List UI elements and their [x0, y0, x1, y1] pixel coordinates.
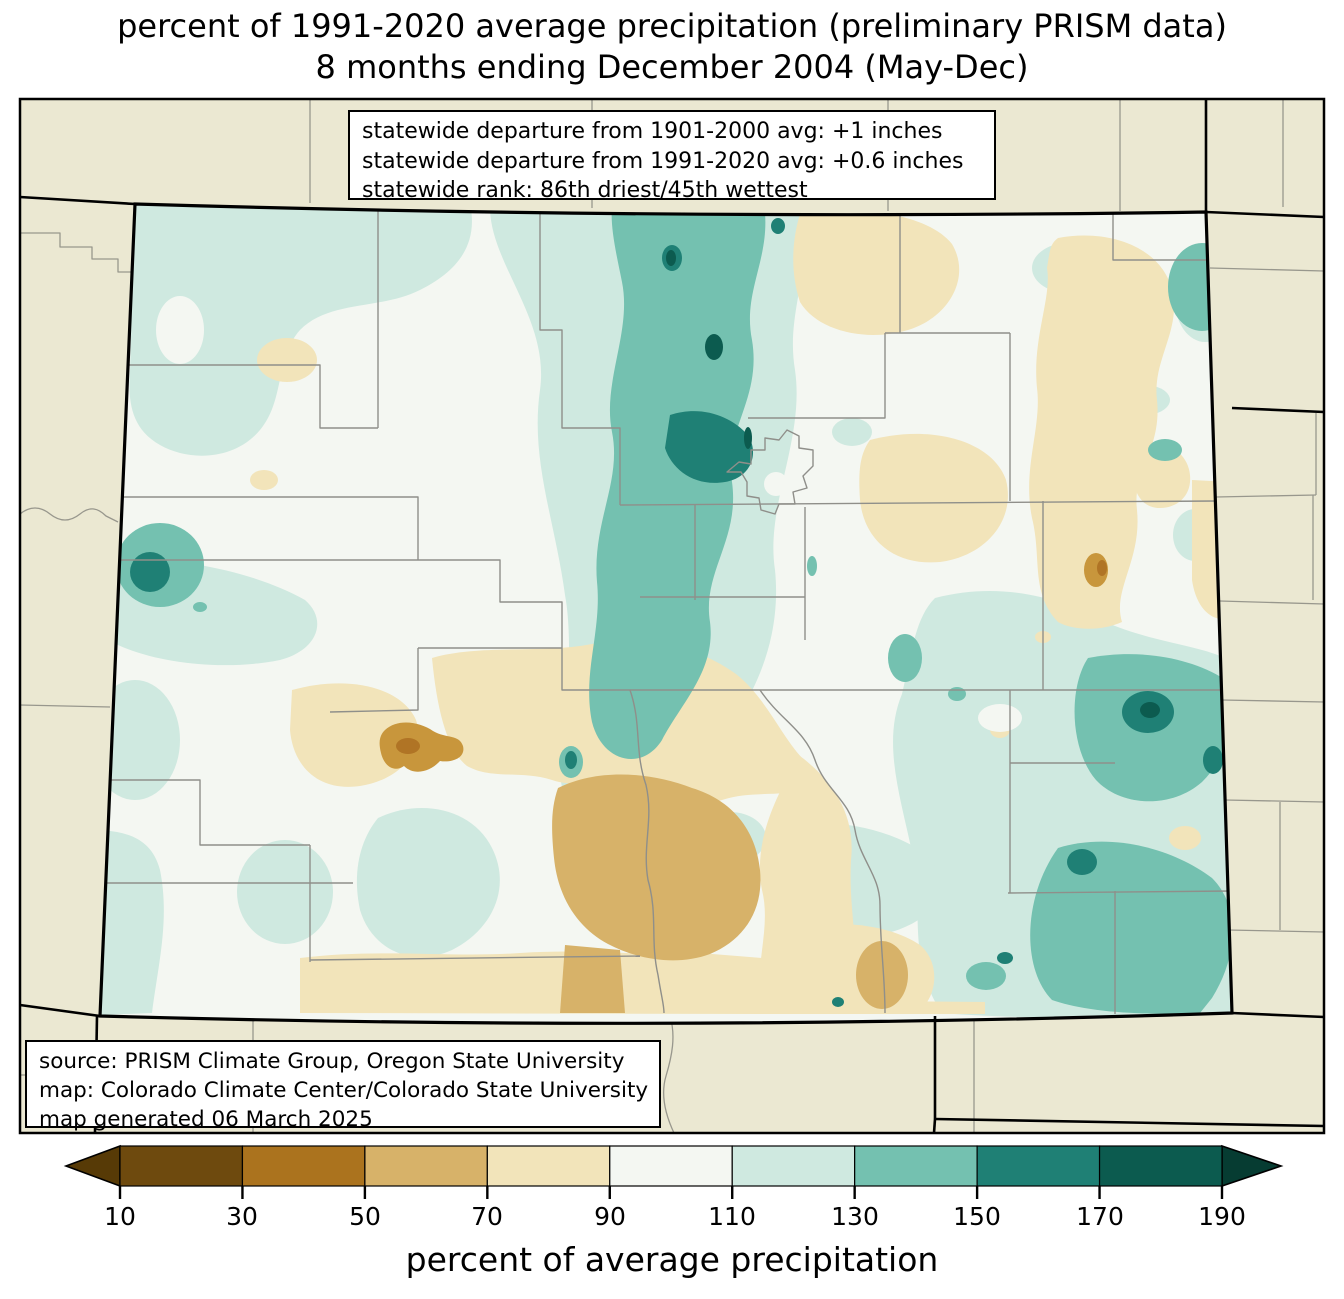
colorbar-ticks [118, 1186, 1224, 1199]
colorbar-tick-label-190: 190 [1198, 1202, 1246, 1231]
source-line-3: map generated 06 March 2025 [39, 1107, 373, 1132]
source-credit-box: source: PRISM Climate Group, Oregon Stat… [25, 1040, 661, 1132]
colorbar-tick-label-30: 30 [226, 1202, 258, 1231]
colorado-region [100, 204, 1232, 1024]
white-gaps [156, 296, 1022, 732]
title-line-1: percent of 1991-2020 average precipitati… [117, 7, 1227, 45]
colorbar [63, 1144, 1284, 1199]
figure-title: percent of 1991-2020 average precipitati… [0, 6, 1344, 88]
title-line-2: 8 months ending December 2004 (May-Dec) [315, 48, 1029, 86]
colorbar-tick-label-50: 50 [349, 1202, 381, 1231]
colorbar-tick-label-150: 150 [953, 1202, 1001, 1231]
blobs-150-170 [130, 218, 1223, 1007]
colorbar-tick-label-110: 110 [708, 1202, 756, 1231]
colorbar-tick-label-70: 70 [471, 1202, 503, 1231]
colorbar-tick-label-170: 170 [1076, 1202, 1124, 1231]
colorbar-tick-label-10: 10 [104, 1202, 136, 1231]
source-line-1: source: PRISM Climate Group, Oregon Stat… [39, 1049, 625, 1074]
colorbar-under-arrow [63, 1144, 121, 1188]
stats-line-3: statewide rank: 86th driest/45th wettest [362, 178, 808, 203]
statewide-stats-box: statewide departure from 1901-2000 avg: … [348, 110, 996, 203]
blobs-30-50 [379, 553, 1108, 772]
colorado-county-lines [100, 204, 1232, 1014]
colorbar-segments [119, 1145, 1223, 1187]
map-frame [18, 97, 1326, 1135]
neighbor-state-borders [19, 99, 1325, 1134]
colorbar-over-arrow [1221, 1144, 1284, 1188]
source-line-2: map: Colorado Climate Center/Colorado St… [39, 1078, 649, 1103]
stats-line-1: statewide departure from 1901-2000 avg: … [362, 119, 943, 144]
colorbar-tick-label-130: 130 [831, 1202, 879, 1231]
colorado-state-border [98, 202, 1234, 1025]
blobs-50-70 [552, 774, 908, 1013]
colorbar-tick-label-90: 90 [594, 1202, 626, 1231]
blobs-170-190 [666, 250, 1160, 718]
stats-line-2: statewide departure from 1991-2020 avg: … [362, 148, 964, 174]
colorbar-caption: percent of average precipitation [405, 1240, 939, 1279]
